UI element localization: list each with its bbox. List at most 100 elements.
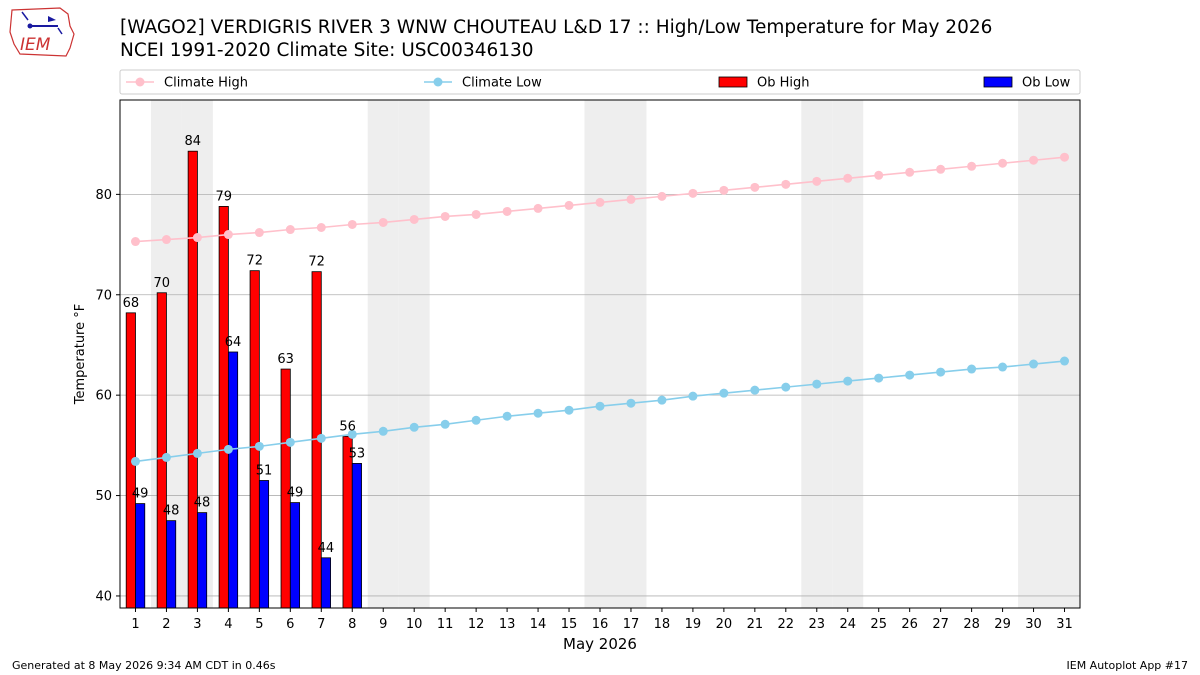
climate-high-point [130,237,140,247]
ob-low-bar [258,480,270,609]
footer-generated: Generated at 8 May 2026 9:34 AM CDT in 0… [12,659,276,672]
climate-low-point [223,444,233,454]
weekend-band [615,100,647,608]
legend-climate-high-marker [135,77,145,87]
climate-high-point [192,233,202,243]
ob-low-bar-label: 48 [194,496,211,511]
ob-high-bar-label: 70 [154,276,171,291]
weekend-band [398,100,430,608]
ob-high-bar-label: 72 [308,255,325,270]
weekend-band [584,100,616,608]
ob-low-bar [135,503,146,609]
x-tick-label: 19 [685,617,702,632]
climate-high-point [285,225,295,235]
x-tick-label: 10 [406,617,423,632]
ob-high-bar [249,270,260,609]
climate-low-point [347,429,357,439]
ob-high-bar-label: 68 [123,296,140,311]
x-tick-label: 25 [870,617,887,632]
climate-low-point [998,362,1008,372]
climate-high-point [1029,155,1039,165]
climate-high-point [347,219,357,229]
x-tick-label: 1 [131,617,139,632]
x-tick-label: 12 [468,617,485,632]
x-tick-label: 26 [901,617,918,632]
ob-low-bar [166,520,177,609]
x-tick-label: 17 [623,617,640,632]
climate-low-point [1060,356,1070,366]
climate-low-point [316,433,326,443]
ob-high-bar [342,435,353,609]
climate-high-point [688,188,698,198]
climate-low-point [1029,359,1039,369]
ob-low-bar [197,512,208,609]
climate-low-point [595,401,605,411]
ob-low-bar-label: 44 [318,541,335,556]
chart-title: [WAGO2] VERDIGRIS RIVER 3 WNW CHOUTEAU L… [120,17,993,38]
ob-low-bar-label: 64 [225,335,242,350]
climate-high-point [998,158,1008,168]
climate-high-point [750,182,760,192]
climate-low-point [533,408,543,418]
footer-app: IEM Autoplot App #17 [1066,659,1189,672]
climate-high-point [254,228,264,238]
climate-high-point [564,200,574,210]
ob-low-bar-label: 51 [256,463,273,478]
climate-high-point [905,167,915,177]
ob-low-bar-label: 53 [349,446,366,461]
x-tick-label: 5 [255,617,263,632]
climate-high-point [595,197,605,207]
x-tick-label: 28 [963,617,980,632]
ob-low-bar [289,502,301,609]
climate-high-point [440,211,450,221]
climate-high-point [936,164,946,174]
weekend-band [367,100,399,608]
climate-low-point [471,415,481,425]
ob-high-bar-label: 72 [246,254,263,269]
ob-low-bar [351,463,362,609]
ob-low-bar [227,351,239,609]
ob-low-bar-label: 49 [132,487,149,502]
ob-high-bar-label: 63 [277,352,294,367]
climate-high-point [471,209,481,219]
legend-ob-low-swatch [983,76,1013,88]
ob-high-bar-label: 84 [185,134,202,149]
climate-high-point [1060,152,1070,162]
legend-ob-low-label: Ob Low [1022,76,1071,91]
x-tick-label: 21 [747,617,764,632]
climate-high-point [161,235,171,245]
climate-high-point [843,173,853,183]
climate-low-point [843,376,853,386]
climate-high-point [316,223,326,233]
ob-low-bar [320,557,331,609]
climate-low-point [781,382,791,392]
y-tick-label: 80 [95,188,112,203]
y-tick-label: 40 [95,589,112,604]
climate-low-point [905,370,915,380]
x-tick-label: 2 [162,617,170,632]
weekend-band [1018,100,1050,608]
climate-high-point [378,217,388,227]
iem-logo-icon: IEM [8,4,80,60]
climate-low-point [750,385,760,395]
x-tick-label: 23 [809,617,826,632]
climate-low-point [285,437,295,447]
x-tick-label: 22 [778,617,795,632]
climate-low-point [440,419,450,429]
climate-low-point [161,452,171,462]
y-tick-label: 70 [95,288,112,303]
climate-high-point [874,170,884,180]
climate-low-point [936,367,946,377]
x-tick-label: 11 [437,617,454,632]
legend-ob-high-label: Ob High [757,76,810,91]
x-tick-label: 24 [839,617,856,632]
climate-high-point [626,194,636,204]
x-tick-label: 31 [1056,617,1073,632]
climate-low-point [967,364,977,374]
climate-low-point [688,391,698,401]
x-tick-label: 20 [716,617,733,632]
x-tick-label: 8 [348,617,356,632]
climate-low-point [192,448,202,458]
climate-high-point [657,191,667,201]
climate-low-point [378,426,388,436]
